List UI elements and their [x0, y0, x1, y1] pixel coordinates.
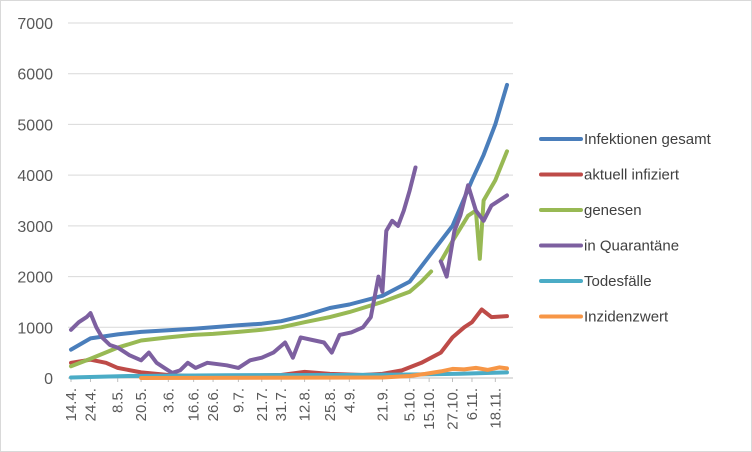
x-tick-label: 26.6. [205, 388, 222, 421]
y-axis-ticks: 0 1000 2000 3000 4000 5000 6000 7000 [17, 16, 53, 388]
legend-label: genesen [584, 202, 642, 219]
x-tick-label: 14.4. [63, 388, 80, 421]
series-line-6 [139, 365, 509, 380]
x-tick-label: 8.5. [110, 388, 127, 413]
x-tick-label: 4.9. [341, 388, 358, 413]
grid-layer [68, 22, 513, 379]
x-tick-label: 24.4. [82, 388, 99, 421]
x-tick-label: 31.7. [273, 388, 290, 421]
x-axis-ticks: 14.4. 24.4. 8.5. 20.5. 3.6. 16.6. 26.6. 9.7. 21.… [63, 378, 504, 430]
x-tick-label: 20.5. [133, 388, 150, 421]
y-tick-label: 4000 [17, 168, 53, 185]
x-tick-label: 27.10. [445, 388, 462, 430]
x-tick-label: 21.9. [374, 388, 391, 421]
x-tick-label: 3.6. [160, 388, 177, 413]
y-tick-label: 0 [44, 371, 53, 388]
x-tick-label: 5.10. [402, 388, 419, 421]
y-tick-label: 1000 [17, 320, 53, 337]
x-tick-label: 21.7. [254, 388, 271, 421]
y-tick-label: 6000 [17, 67, 53, 84]
x-tick-label: 16.6. [186, 388, 203, 421]
y-tick-label: 2000 [17, 270, 53, 287]
x-tick-label: 15.10. [421, 388, 438, 430]
x-tick-label: 25.8. [322, 388, 339, 421]
x-tick-label: 9.7. [230, 388, 247, 413]
series-line-5 [69, 370, 509, 380]
legend: Infektionen gesamt aktuell infiziert genes… [539, 131, 712, 326]
x-tick-label: 6.11. [464, 388, 481, 420]
legend-label: aktuell infiziert [584, 167, 680, 184]
legend-label: in Quarantäne [584, 238, 679, 255]
y-tick-label: 5000 [17, 117, 53, 134]
x-tick-label: 12.8. [297, 388, 314, 421]
y-tick-label: 3000 [17, 219, 53, 236]
legend-label: Inzidenzwert [584, 309, 669, 326]
series-line-4 [69, 165, 509, 375]
legend-label: Todesfälle [584, 273, 652, 290]
y-tick-label: 7000 [17, 16, 53, 33]
x-tick-label: 18.11. [487, 388, 504, 429]
legend-label: Infektionen gesamt [584, 131, 712, 148]
series-layer [69, 82, 509, 380]
